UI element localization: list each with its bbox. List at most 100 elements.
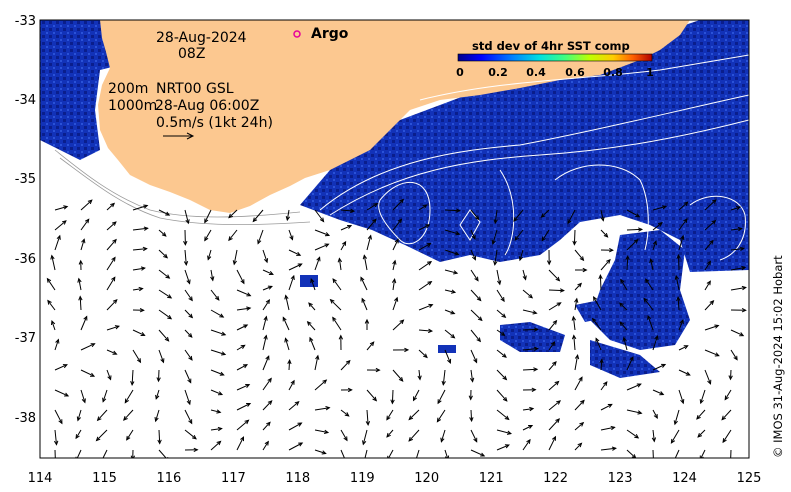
current-vector — [704, 325, 719, 331]
current-vector-head — [308, 302, 313, 308]
current-vector — [574, 283, 582, 291]
current-vector — [678, 201, 688, 211]
current-vector-head — [473, 358, 478, 364]
current-vector-head — [496, 280, 502, 286]
current-vector — [522, 309, 537, 314]
current-vector-head — [450, 310, 456, 315]
current-vector-head — [427, 280, 433, 286]
current-vector-head — [360, 276, 365, 282]
current-vector — [392, 218, 402, 231]
current-vector — [124, 389, 134, 403]
current-vector-head — [673, 420, 678, 426]
current-vector-head — [185, 219, 190, 225]
current-vector-head — [386, 432, 391, 438]
current-vector-head — [582, 267, 588, 273]
current-vector — [288, 422, 302, 431]
current-vector-head — [599, 358, 604, 364]
current-vector — [360, 277, 368, 291]
x-tick-label: 124 — [672, 471, 697, 486]
current-vector — [730, 248, 744, 251]
current-vector — [210, 329, 226, 336]
ssh-contours — [319, 54, 749, 261]
current-vector — [106, 257, 116, 271]
current-vector — [492, 229, 498, 245]
current-vector-head — [347, 387, 353, 393]
current-vector-head — [577, 442, 583, 448]
current-vector-head — [579, 421, 585, 427]
y-axis: -33 -34 -35 -36 -37 -38 — [15, 14, 36, 426]
current-vector — [444, 249, 459, 255]
current-vector — [626, 256, 629, 271]
current-vector-head — [130, 381, 135, 387]
current-vector — [652, 241, 657, 251]
current-vector-head — [187, 378, 192, 384]
current-vector — [132, 349, 141, 363]
current-vector-head — [154, 417, 159, 423]
current-vector — [678, 345, 688, 351]
current-vector — [408, 429, 420, 442]
current-vector-head — [606, 258, 611, 264]
current-vector — [444, 229, 460, 235]
current-vector-head — [683, 218, 688, 224]
current-vectors — [46, 198, 747, 464]
current-vector-head — [290, 274, 295, 280]
current-vector — [132, 329, 145, 336]
current-vector-head — [394, 238, 399, 244]
current-vector — [340, 209, 355, 212]
y-tick-label: -33 — [15, 14, 36, 29]
current-vector-head — [643, 297, 649, 303]
current-vector — [674, 449, 680, 458]
current-vector — [730, 206, 741, 211]
current-vector — [210, 369, 224, 376]
current-vector-head — [306, 320, 312, 326]
current-vector-head — [454, 251, 460, 256]
current-vector-head — [620, 278, 625, 284]
current-vector-head — [600, 216, 605, 222]
depth-200-label: 200m — [108, 81, 148, 97]
x-tick-label: 122 — [543, 471, 568, 486]
current-vector-head — [332, 316, 337, 322]
current-vector — [288, 275, 295, 291]
current-vector-head — [441, 380, 446, 386]
current-vector-head — [493, 260, 498, 266]
current-vector-head — [126, 435, 131, 441]
current-vector — [700, 389, 706, 404]
current-vector-head — [574, 354, 580, 360]
current-vector — [309, 337, 316, 351]
current-vector-head — [102, 397, 107, 403]
current-vector — [522, 289, 533, 299]
current-vector — [470, 309, 483, 321]
current-vector-head — [707, 379, 712, 385]
current-vector — [418, 242, 431, 251]
current-vector — [366, 409, 369, 425]
current-vector — [548, 436, 556, 451]
current-vector-head — [342, 240, 347, 246]
current-vector-head — [574, 297, 579, 303]
current-vector-head — [188, 313, 194, 319]
current-vector — [548, 302, 561, 311]
current-vector-head — [541, 236, 546, 242]
current-vector-head — [325, 406, 331, 411]
current-vector — [184, 309, 193, 318]
current-vector — [366, 389, 377, 401]
current-vector-head — [696, 414, 701, 420]
current-vector — [332, 317, 342, 331]
current-vector — [678, 319, 684, 331]
current-vector — [310, 278, 316, 291]
current-vector-head — [652, 460, 656, 464]
current-vector — [626, 409, 642, 414]
current-vector — [210, 269, 214, 281]
current-vector-head — [637, 410, 643, 415]
scale-arrow-icon — [163, 132, 195, 140]
current-vector — [386, 429, 394, 438]
current-vector — [730, 228, 742, 231]
date-label: 28-Aug-2024 — [156, 30, 247, 46]
current-vector-head — [532, 310, 538, 315]
current-vector — [158, 309, 172, 320]
current-vector-head — [372, 396, 378, 402]
current-vector — [674, 409, 680, 425]
current-vector-head — [571, 315, 577, 321]
current-vector — [184, 349, 193, 361]
current-vector — [600, 259, 611, 271]
